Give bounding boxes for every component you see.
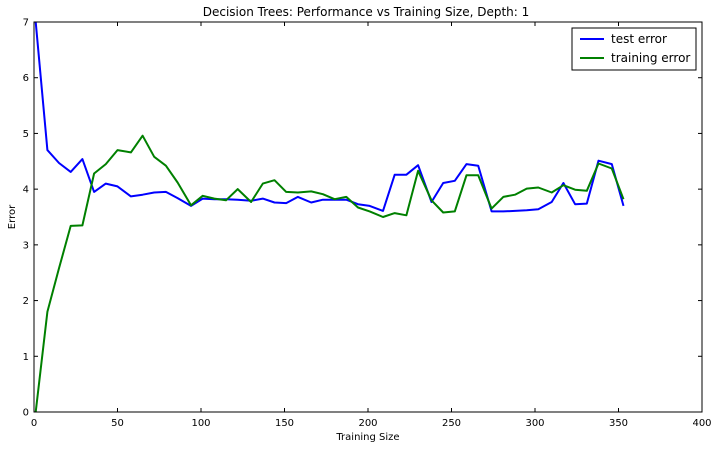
x-tick-label: 250 <box>442 418 461 429</box>
legend: test error training error <box>571 27 697 71</box>
plot-frame <box>33 21 703 413</box>
legend-label-test-error: test error <box>611 32 667 46</box>
y-axis-label: Error <box>7 204 18 229</box>
x-tick-label: 400 <box>692 418 711 429</box>
chart-title: Decision Trees: Performance vs Training … <box>203 5 530 19</box>
series-line-test-error <box>34 21 625 213</box>
legend-box <box>571 27 697 71</box>
x-tick-label: 100 <box>191 418 210 429</box>
series-line-training-error <box>34 134 625 413</box>
y-tick-label: 5 <box>23 129 29 140</box>
x-tick-label: 150 <box>275 418 294 429</box>
x-tick-label: 300 <box>525 418 544 429</box>
y-tick-label: 4 <box>23 185 29 196</box>
y-tick-label: 6 <box>23 73 29 84</box>
x-tick-label: 200 <box>358 418 377 429</box>
y-tick-label: 2 <box>23 296 29 307</box>
y-tick-label: 7 <box>23 18 29 29</box>
x-tick-label: 350 <box>609 418 628 429</box>
x-axis-label: Training Size <box>335 432 399 443</box>
tick-layer: 0 50 100 150 200 250 300 350 400 0 1 2 3 4 5 6 7 <box>23 18 712 430</box>
legend-label-training-error: training error <box>611 51 690 65</box>
x-tick-label: 50 <box>111 418 124 429</box>
x-tick-label: 0 <box>31 418 37 429</box>
series-layer <box>34 21 625 413</box>
y-tick-label: 1 <box>23 352 29 363</box>
y-tick-label: 0 <box>23 408 29 419</box>
y-tick-label: 3 <box>23 240 29 251</box>
